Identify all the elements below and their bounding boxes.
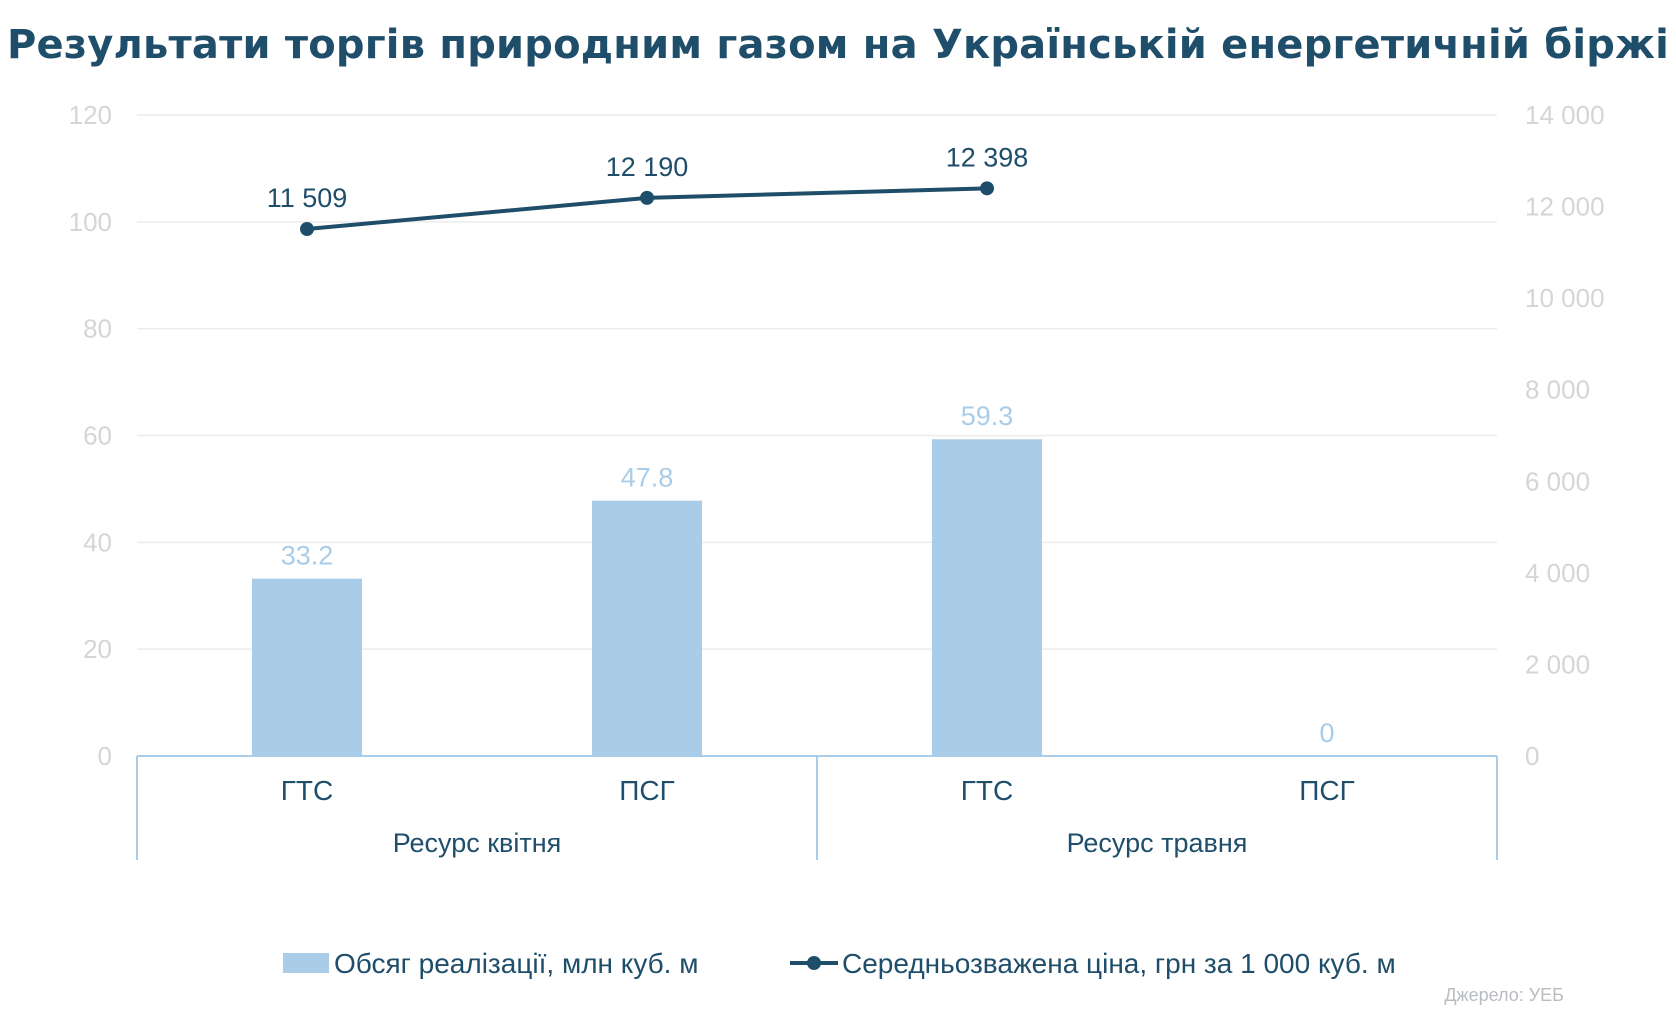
y-left-tick-label: 0 xyxy=(98,741,112,771)
x-group-label: Ресурс квітня xyxy=(393,828,562,858)
price-point xyxy=(640,190,654,205)
y-right-tick-label: 14 000 xyxy=(1525,100,1605,130)
bar-data-label: 47.8 xyxy=(621,463,674,493)
y-right-tick-label: 0 xyxy=(1525,741,1539,771)
chart-title: Результати торгів природним газом на Укр… xyxy=(6,22,1670,68)
bar xyxy=(932,439,1042,756)
y-right-tick-label: 2 000 xyxy=(1525,649,1590,679)
y-right-tick-label: 12 000 xyxy=(1525,192,1605,222)
x-tick-label: ПСГ xyxy=(619,775,675,806)
legend-bar-swatch xyxy=(283,953,329,973)
y-left-tick-label: 80 xyxy=(83,314,112,344)
x-tick-label: ГТС xyxy=(281,775,334,806)
y-right-tick-label: 6 000 xyxy=(1525,466,1590,496)
price-point xyxy=(300,222,314,237)
y-left-tick-label: 100 xyxy=(69,207,112,237)
bar-data-label: 59.3 xyxy=(961,401,1014,431)
x-tick-label: ГТС xyxy=(961,775,1014,806)
y-right-tick-label: 10 000 xyxy=(1525,283,1605,313)
source-note: Джерело: УЕБ xyxy=(1444,985,1564,1005)
y-left-tick-label: 40 xyxy=(83,527,112,557)
line-data-label: 11 509 xyxy=(267,183,348,213)
line-data-label: 12 190 xyxy=(606,152,689,182)
x-tick-label: ПСГ xyxy=(1299,775,1355,806)
x-group-label: Ресурс травня xyxy=(1067,828,1248,858)
bar xyxy=(252,578,362,756)
y-left-tick-label: 60 xyxy=(83,421,112,451)
bar xyxy=(592,500,702,756)
y-left-tick-label: 120 xyxy=(69,100,112,130)
legend-line-label: Середньозважена ціна, грн за 1 000 куб. … xyxy=(842,948,1396,979)
y-right-tick-label: 4 000 xyxy=(1525,558,1590,588)
price-point xyxy=(980,181,994,196)
legend-bar-label: Обсяг реалізації, млн куб. м xyxy=(334,948,699,979)
bar-data-label: 0 xyxy=(1319,718,1334,748)
y-left-tick-label: 20 xyxy=(83,634,112,664)
legend-line-marker xyxy=(807,956,821,970)
y-right-tick-label: 8 000 xyxy=(1525,375,1590,405)
bar-data-label: 33.2 xyxy=(281,541,334,571)
line-data-label: 12 398 xyxy=(946,142,1029,172)
